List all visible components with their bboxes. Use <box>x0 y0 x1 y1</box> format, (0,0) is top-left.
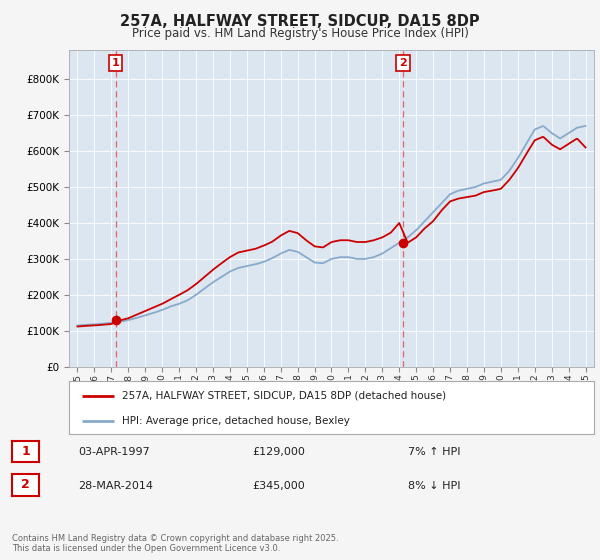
Text: HPI: Average price, detached house, Bexley: HPI: Average price, detached house, Bexl… <box>121 416 349 426</box>
Text: 8% ↓ HPI: 8% ↓ HPI <box>408 480 461 491</box>
Text: 2: 2 <box>399 58 407 68</box>
Text: 1: 1 <box>21 445 30 458</box>
Text: 28-MAR-2014: 28-MAR-2014 <box>78 480 153 491</box>
Text: 257A, HALFWAY STREET, SIDCUP, DA15 8DP (detached house): 257A, HALFWAY STREET, SIDCUP, DA15 8DP (… <box>121 391 446 401</box>
Text: Price paid vs. HM Land Registry's House Price Index (HPI): Price paid vs. HM Land Registry's House … <box>131 27 469 40</box>
Text: 257A, HALFWAY STREET, SIDCUP, DA15 8DP: 257A, HALFWAY STREET, SIDCUP, DA15 8DP <box>120 14 480 29</box>
Text: 7% ↑ HPI: 7% ↑ HPI <box>408 447 461 457</box>
Text: Contains HM Land Registry data © Crown copyright and database right 2025.
This d: Contains HM Land Registry data © Crown c… <box>12 534 338 553</box>
Text: 03-APR-1997: 03-APR-1997 <box>78 447 150 457</box>
Text: £345,000: £345,000 <box>252 480 305 491</box>
Text: 2: 2 <box>21 478 30 492</box>
Text: £129,000: £129,000 <box>252 447 305 457</box>
Text: 1: 1 <box>112 58 119 68</box>
